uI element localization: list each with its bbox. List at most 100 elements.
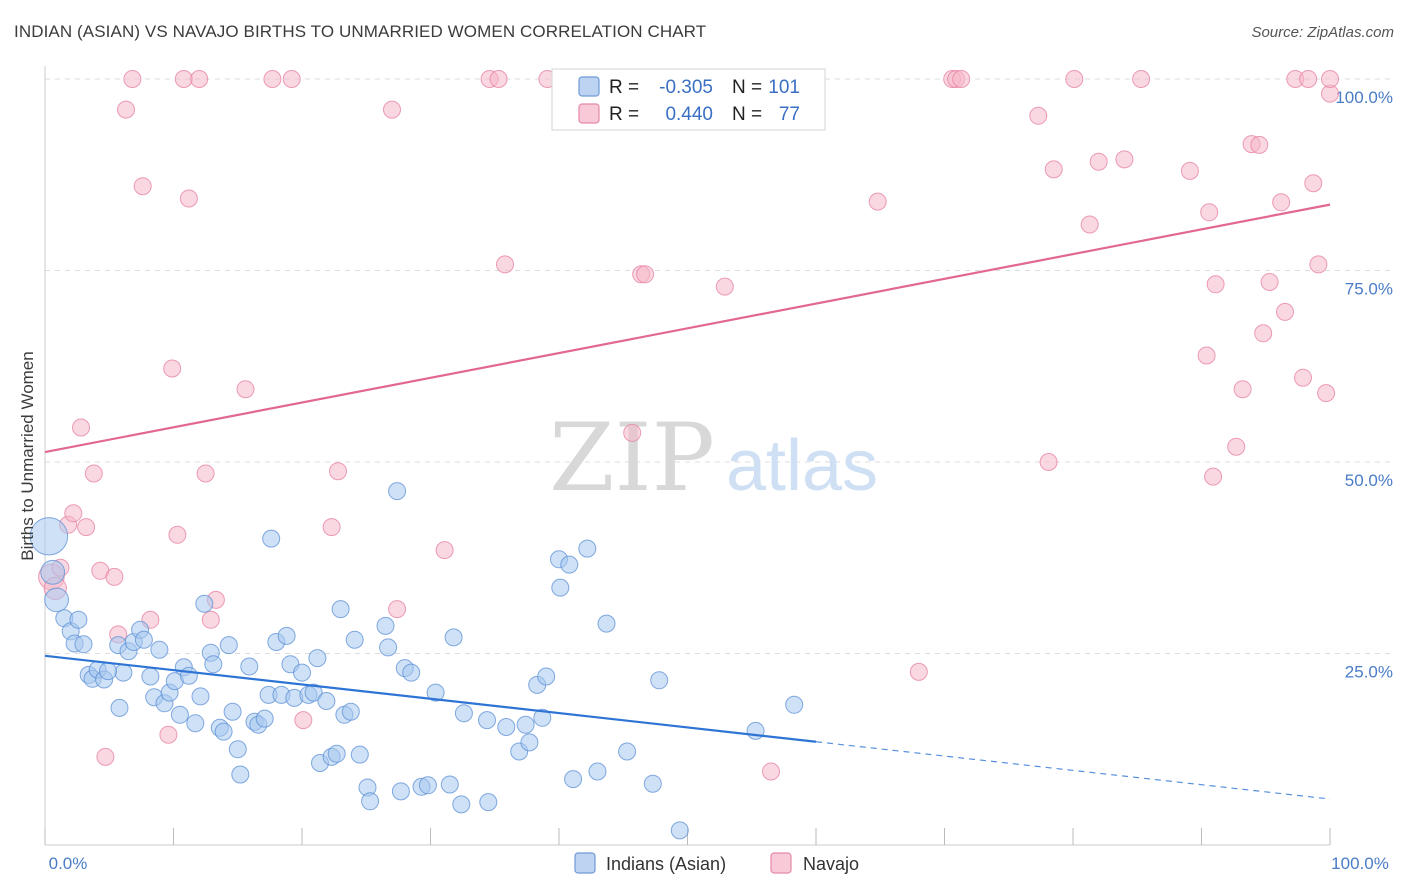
- indians-point: [497, 718, 516, 736]
- navajo-point: [1029, 106, 1048, 125]
- legend-r-label-0: R =: [609, 77, 639, 98]
- indians-point: [345, 630, 364, 649]
- navajo-point: [64, 504, 83, 523]
- navajo-point: [1317, 384, 1336, 403]
- navajo-point: [489, 70, 508, 88]
- indians-point: [537, 667, 556, 686]
- points-layer: [29, 70, 1339, 840]
- navajo-point: [77, 518, 96, 537]
- indians-point: [533, 708, 552, 727]
- indians-point: [785, 695, 804, 714]
- navajo-point: [909, 662, 928, 681]
- indians-point: [110, 698, 129, 717]
- indians-point: [191, 687, 210, 706]
- navajo-point: [383, 100, 401, 119]
- indians-point: [214, 722, 233, 741]
- indians-point: [327, 744, 346, 763]
- indians-point: [588, 762, 607, 781]
- navajo-point: [168, 525, 187, 544]
- navajo-point: [72, 418, 90, 437]
- navajo-point: [1206, 275, 1225, 294]
- navajo-point: [496, 255, 514, 274]
- indians-point: [195, 594, 214, 613]
- legend-n-value-1: 77: [779, 104, 800, 125]
- legend-r-label-1: R =: [609, 104, 639, 125]
- navajo-point: [179, 189, 198, 208]
- navajo-point: [1309, 255, 1328, 274]
- navajo-point: [159, 725, 178, 744]
- indians-point: [331, 600, 350, 619]
- indians-point: [150, 640, 169, 659]
- y-axis-label: Births to Unmarried Women: [18, 351, 37, 560]
- indians-point: [478, 711, 496, 730]
- navajo-point: [623, 423, 642, 442]
- indians-point: [141, 667, 160, 686]
- indians-point: [650, 671, 669, 690]
- indians-point: [426, 683, 445, 702]
- indians-point: [179, 666, 198, 685]
- legend-r-value-0: -0.305: [659, 77, 713, 98]
- indians-point: [402, 663, 421, 682]
- indians-point: [391, 782, 410, 801]
- chart-title: INDIAN (ASIAN) VS NAVAJO BIRTHS TO UNMAR…: [14, 22, 707, 41]
- navajo-point: [329, 462, 347, 481]
- series-legend-swatch-indians: [574, 852, 596, 874]
- navajo-point: [1080, 215, 1099, 234]
- trend-layer: [44, 203, 1331, 800]
- indians-point: [29, 517, 69, 556]
- navajo-point: [1299, 70, 1318, 88]
- navajo-point: [1089, 152, 1108, 171]
- watermark-atlas: atlas: [726, 426, 878, 506]
- indians-point: [350, 745, 369, 764]
- indians-point: [44, 587, 69, 613]
- indians-point: [99, 662, 117, 681]
- navajo-point: [1180, 161, 1199, 180]
- indians-point: [479, 793, 498, 812]
- navajo-point: [1233, 380, 1252, 399]
- legend-swatch-pink: [578, 103, 600, 124]
- navajo-point: [123, 70, 142, 88]
- navajo-point: [1260, 273, 1279, 291]
- navajo-point: [190, 70, 209, 88]
- legend-n-value-0: 101: [768, 77, 800, 98]
- legend-n-label-0: N =: [732, 77, 762, 98]
- navajo-point: [1276, 302, 1294, 321]
- indians-trend-line-extension: [815, 741, 1331, 800]
- indians-point: [204, 655, 223, 674]
- navajo-point: [263, 70, 282, 88]
- y-tick-label: 50.0%: [1345, 471, 1393, 490]
- indians-point: [255, 709, 274, 728]
- navajo-point: [174, 70, 193, 88]
- navajo-point: [1321, 70, 1339, 88]
- navajo-point: [1254, 324, 1273, 343]
- indians-point: [376, 616, 395, 635]
- navajo-point: [715, 277, 734, 296]
- navajo-point: [117, 100, 135, 119]
- indians-point: [219, 636, 238, 655]
- navajo-point: [636, 265, 655, 284]
- y-tick-label: 25.0%: [1345, 663, 1393, 682]
- navajo-point: [1200, 203, 1219, 222]
- axis-layer: 25.0% 50.0% 75.0% 100.0%: [44, 66, 1393, 846]
- navajo-point: [196, 464, 215, 483]
- navajo-point: [1294, 368, 1312, 387]
- indians-point: [304, 683, 323, 702]
- indians-point: [643, 774, 662, 793]
- navajo-point: [163, 359, 182, 378]
- indians-point: [69, 610, 88, 629]
- navajo-point: [201, 610, 220, 629]
- indians-point: [293, 663, 311, 682]
- indians-point: [277, 626, 296, 645]
- indians-point: [578, 539, 597, 558]
- indians-point: [454, 704, 473, 723]
- navajo-point: [1204, 467, 1223, 486]
- indians-point: [341, 702, 360, 721]
- indians-point: [440, 775, 459, 794]
- navajo-point: [762, 762, 780, 781]
- navajo-point: [1115, 150, 1134, 169]
- series-legend-label-indians: Indians (Asian): [606, 854, 726, 874]
- navajo-trend-line: [44, 203, 1331, 454]
- watermark: ZIP atlas: [549, 404, 878, 513]
- navajo-point: [1197, 346, 1216, 365]
- indians-point: [516, 715, 535, 734]
